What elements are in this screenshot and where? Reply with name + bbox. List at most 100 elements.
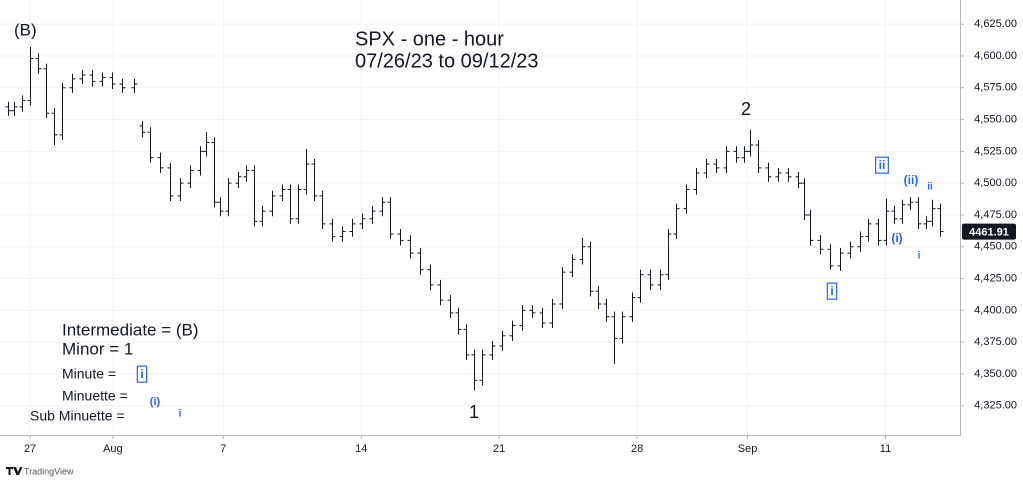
ohlc-bar xyxy=(929,199,936,227)
ohlc-bar xyxy=(147,127,154,163)
ohlc-bar xyxy=(319,190,326,229)
ohlc-bar xyxy=(723,146,730,173)
price-bars xyxy=(5,47,944,391)
ohlc-bar xyxy=(559,267,566,310)
ohlc-bar xyxy=(795,171,802,189)
ohlc-bar xyxy=(937,203,944,237)
ohlc-bar xyxy=(69,73,76,93)
y-tick-label: 4,625.00 xyxy=(974,18,1017,30)
x-tick-label: 7 xyxy=(220,443,226,455)
ohlc-bar xyxy=(251,165,258,227)
ohlc-bar xyxy=(837,248,844,271)
ohlc-bar xyxy=(529,305,536,318)
ohlc-bar xyxy=(713,158,720,173)
ohlc-bar xyxy=(899,199,906,224)
x-tick-label: Aug xyxy=(103,443,123,455)
ohlc-bar xyxy=(509,320,516,341)
chart-title: SPX - one - hour xyxy=(355,28,504,50)
ohlc-bar xyxy=(59,82,66,140)
ohlc-bar xyxy=(131,78,138,93)
ohlc-bar xyxy=(595,286,602,310)
ohlc-bar xyxy=(455,307,462,335)
ohlc-bar xyxy=(99,72,106,87)
ohlc-bar xyxy=(139,120,146,138)
ohlc-bar xyxy=(665,228,672,280)
ohlc-bar xyxy=(157,152,164,173)
y-tick-label: 4,325.00 xyxy=(974,400,1017,412)
ohlc-bar xyxy=(907,197,914,210)
ohlc-bar xyxy=(765,162,772,182)
ohlc-bar xyxy=(747,129,754,157)
x-tick-label: 14 xyxy=(355,443,367,455)
key-text: Minuette = xyxy=(62,388,128,404)
ohlc-bar xyxy=(693,167,700,195)
grid xyxy=(0,0,964,439)
ohlc-bar xyxy=(279,184,286,201)
wave-label: (i) xyxy=(891,231,902,245)
brand-logo: TradingView xyxy=(6,466,74,476)
wave-label: 1 xyxy=(469,402,479,422)
x-tick-label: 21 xyxy=(493,443,505,455)
ohlc-bar xyxy=(499,330,506,352)
ohlc-bar xyxy=(311,158,318,201)
y-tick-label: 4,375.00 xyxy=(974,336,1017,348)
ohlc-bar xyxy=(269,190,276,217)
ohlc-bar xyxy=(243,165,250,182)
y-tick-label: 4,550.00 xyxy=(974,113,1017,125)
ohlc-bar xyxy=(379,197,386,217)
wave-label: i xyxy=(830,284,833,298)
ohlc-bar xyxy=(817,235,824,255)
ohlc-bar xyxy=(673,203,680,240)
ohlc-bar xyxy=(785,167,792,182)
labels: 4,325.00 4,350.00 4,375.00 4,400.00 4,425.00… xyxy=(14,18,1017,455)
ohlc-bar xyxy=(339,226,346,242)
ohlc-bar xyxy=(359,213,366,229)
y-tick-label: 4,575.00 xyxy=(974,82,1017,94)
ohlc-bar xyxy=(109,72,116,90)
ohlc-bar xyxy=(629,292,636,322)
ohlc-bar xyxy=(807,209,814,246)
ohlc-bar xyxy=(857,231,864,252)
ohlc-bar xyxy=(437,279,444,306)
ohlc-bar xyxy=(603,298,610,322)
ohlc-bar xyxy=(287,184,294,224)
ohlc-bar xyxy=(197,146,204,176)
ohlc-bar xyxy=(519,305,526,331)
wave-label: (ii) xyxy=(904,173,919,187)
ohlc-bar xyxy=(407,235,414,259)
ohlc-bar xyxy=(733,146,740,163)
ohlc-bar xyxy=(755,139,762,173)
ohlc-bar xyxy=(489,340,496,360)
ohlc-bar xyxy=(463,324,470,360)
y-tick-label: 4,600.00 xyxy=(974,50,1017,62)
ohlc-bar xyxy=(167,162,174,201)
ohlc-bar xyxy=(775,167,782,182)
ohlc-bar xyxy=(397,228,404,246)
ohlc-bar xyxy=(329,218,336,242)
ohlc-bar xyxy=(657,269,664,290)
ohlc-bar xyxy=(847,241,854,259)
ohlc-bar xyxy=(89,69,96,87)
ohlc-bar xyxy=(549,298,556,329)
key-symbol: i xyxy=(179,409,182,420)
key-symbol: (i) xyxy=(150,396,161,408)
ohlc-bar xyxy=(637,269,644,303)
wave-label: ii xyxy=(879,158,886,172)
y-tick-label: 4,525.00 xyxy=(974,145,1017,157)
ohlc-bar xyxy=(647,269,654,290)
ohlc-bar xyxy=(923,216,930,229)
brand: TradingView xyxy=(24,466,74,476)
ohlc-bar xyxy=(427,264,434,290)
key-text: Minute = xyxy=(62,366,116,382)
ohlc-bar xyxy=(569,254,576,278)
ohlc-bar xyxy=(387,197,394,240)
ohlc-bar xyxy=(417,248,424,275)
ohlc-bar xyxy=(891,206,898,224)
ohlc-bar xyxy=(883,198,890,246)
ohlc-bar xyxy=(259,206,266,227)
y-tick-label: 4,350.00 xyxy=(974,368,1017,380)
label-box xyxy=(875,156,889,174)
label-box xyxy=(826,282,838,300)
